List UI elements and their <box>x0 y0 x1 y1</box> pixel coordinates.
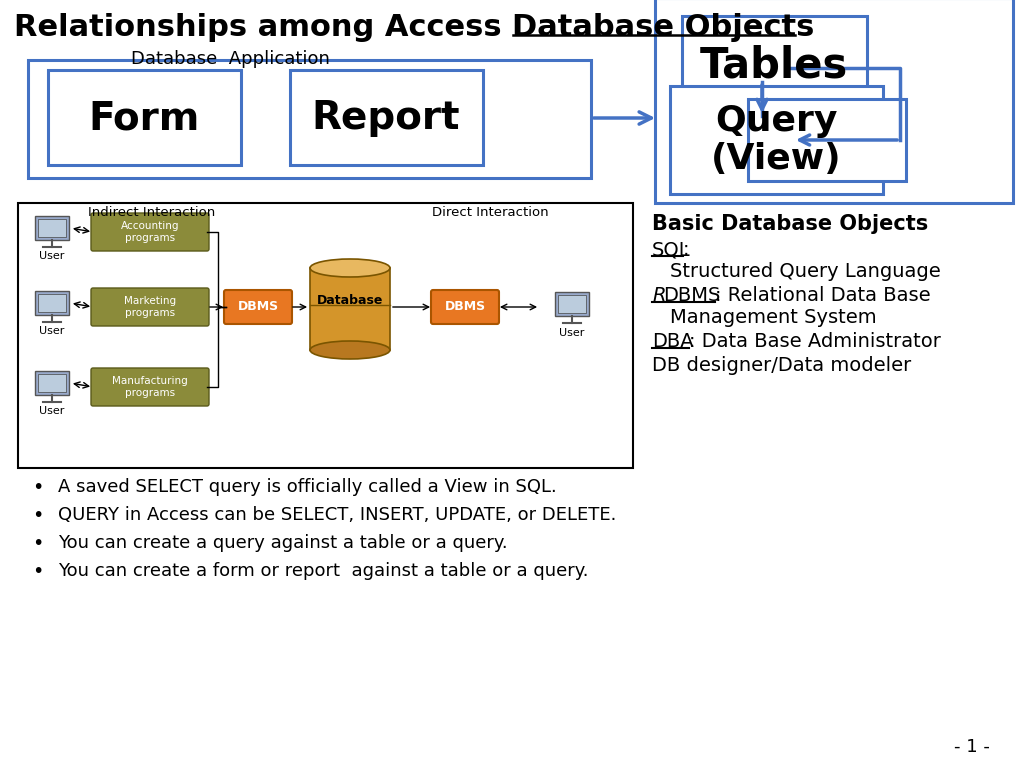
Text: Report: Report <box>311 99 460 137</box>
Text: DB designer/Data modeler: DB designer/Data modeler <box>652 356 911 375</box>
Text: QUERY in Access can be SELECT, INSERT, UPDATE, or DELETE.: QUERY in Access can be SELECT, INSERT, U… <box>58 506 616 524</box>
Bar <box>558 295 586 313</box>
Bar <box>38 219 66 237</box>
Ellipse shape <box>310 341 390 359</box>
Text: DBA: DBA <box>652 332 693 351</box>
Text: Management System: Management System <box>670 308 877 327</box>
Text: •: • <box>32 534 43 553</box>
Text: You can create a query against a table or a query.: You can create a query against a table o… <box>58 534 508 552</box>
Text: •: • <box>32 506 43 525</box>
Text: •: • <box>32 478 43 497</box>
Bar <box>555 292 589 316</box>
Text: A saved SELECT query is officially called a View in SQL.: A saved SELECT query is officially calle… <box>58 478 557 496</box>
Bar <box>682 16 867 116</box>
FancyBboxPatch shape <box>91 368 209 406</box>
Text: User: User <box>39 251 65 261</box>
Text: Direct Interaction: Direct Interaction <box>432 206 548 219</box>
Text: : Data Base Administrator: : Data Base Administrator <box>689 332 941 351</box>
FancyBboxPatch shape <box>91 213 209 251</box>
Text: User: User <box>559 328 585 338</box>
Text: DBMS: DBMS <box>238 300 279 313</box>
Bar <box>18 203 633 468</box>
FancyBboxPatch shape <box>224 290 292 324</box>
Bar <box>35 371 69 395</box>
Text: DBMS: DBMS <box>663 286 720 305</box>
Text: You can create a form or report  against a table or a query.: You can create a form or report against … <box>58 562 589 580</box>
Text: - 1 -: - 1 - <box>954 738 990 756</box>
Bar <box>38 374 66 392</box>
Text: Database Objects: Database Objects <box>512 13 814 42</box>
Text: Structured Query Language: Structured Query Language <box>670 262 941 281</box>
Text: Query
(View): Query (View) <box>711 104 842 176</box>
Text: Marketing
programs: Marketing programs <box>124 296 176 318</box>
Text: Accounting
programs: Accounting programs <box>121 221 179 243</box>
Text: SQL: SQL <box>652 240 690 259</box>
Text: Indirect Interaction: Indirect Interaction <box>88 206 216 219</box>
Text: Database  Application: Database Application <box>131 50 330 68</box>
Text: DBMS: DBMS <box>444 300 485 313</box>
Bar <box>48 70 241 165</box>
Ellipse shape <box>310 259 390 277</box>
Polygon shape <box>310 268 390 350</box>
Text: Manufacturing
programs: Manufacturing programs <box>112 376 187 398</box>
Text: Relationships among Access: Relationships among Access <box>13 13 512 42</box>
Text: Database: Database <box>316 294 383 307</box>
Bar <box>748 99 906 181</box>
Text: R: R <box>652 286 666 305</box>
Bar <box>670 86 883 194</box>
Bar <box>655 0 1013 203</box>
Bar <box>38 294 66 312</box>
Text: •: • <box>32 562 43 581</box>
FancyBboxPatch shape <box>91 288 209 326</box>
Bar <box>35 216 69 240</box>
Text: :: : <box>683 240 689 259</box>
FancyBboxPatch shape <box>431 290 499 324</box>
Text: Basic Database Objects: Basic Database Objects <box>652 214 928 234</box>
Text: User: User <box>39 326 65 336</box>
Text: Form: Form <box>88 99 200 137</box>
Text: Tables: Tables <box>699 45 848 87</box>
Text: : Relational Data Base: : Relational Data Base <box>715 286 931 305</box>
Text: User: User <box>39 406 65 416</box>
Bar <box>290 70 483 165</box>
Bar <box>28 60 591 178</box>
Bar <box>35 291 69 315</box>
